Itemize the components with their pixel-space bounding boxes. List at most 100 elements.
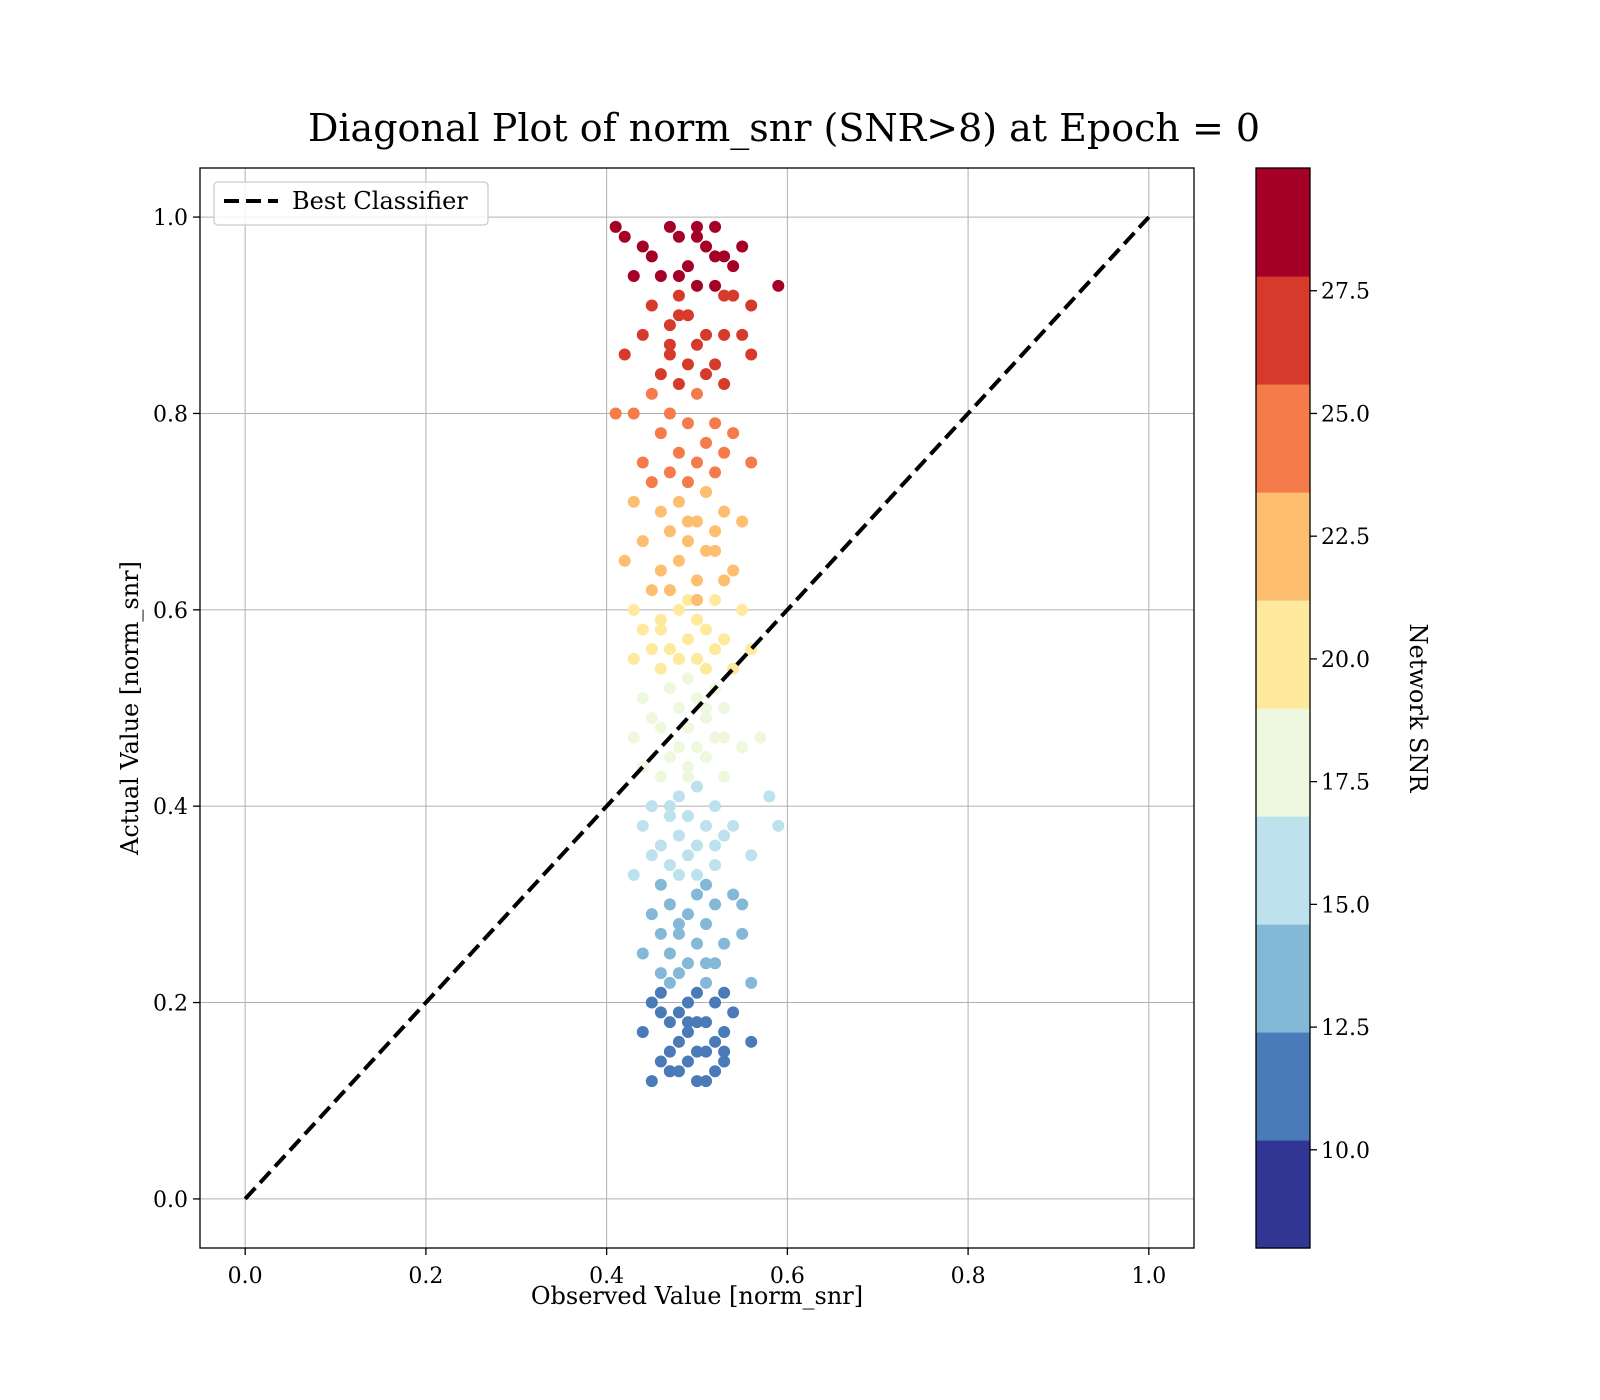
- scatter-point: [681, 672, 694, 685]
- scatter-point: [672, 868, 685, 881]
- scatter-point: [681, 535, 694, 548]
- scatter-point: [709, 957, 722, 970]
- scatter-point: [672, 446, 685, 459]
- scatter-point: [709, 417, 722, 430]
- x-tick-label: 0.8: [951, 1264, 986, 1289]
- scatter-point: [654, 368, 667, 381]
- scatter-point: [700, 328, 713, 341]
- scatter-point: [672, 554, 685, 567]
- scatter-point: [700, 1016, 713, 1029]
- scatter-point: [718, 829, 731, 842]
- scatter-point: [736, 741, 749, 754]
- scatter-point: [618, 554, 631, 567]
- scatter-point: [727, 564, 740, 577]
- scatter-point: [727, 888, 740, 901]
- scatter-point: [654, 927, 667, 940]
- scatter-point: [681, 957, 694, 970]
- scatter-point: [636, 456, 649, 469]
- scatter-point: [609, 407, 622, 420]
- scatter-point: [672, 495, 685, 508]
- scatter-point: [681, 996, 694, 1009]
- scatter-point: [700, 623, 713, 636]
- scatter-point: [691, 338, 703, 351]
- scatter-point: [663, 220, 676, 233]
- scatter-point: [609, 220, 622, 233]
- scatter-point: [727, 1006, 740, 1019]
- scatter-point: [700, 918, 713, 930]
- scatter-point: [736, 898, 749, 911]
- scatter-point: [727, 819, 740, 832]
- scatter-point: [718, 986, 731, 999]
- scatter-point: [654, 878, 667, 891]
- scatter-point: [627, 603, 640, 616]
- scatter-point: [681, 1016, 694, 1029]
- scatter-point: [772, 819, 785, 832]
- scatter-point: [672, 790, 685, 803]
- scatter-point: [718, 289, 731, 302]
- scatter-point: [672, 927, 685, 940]
- scatter-point: [718, 1026, 731, 1038]
- y-tick-label: 0.0: [153, 1188, 188, 1213]
- colorbar-tick-label: 15.0: [1321, 893, 1370, 918]
- scatter-point: [691, 692, 703, 705]
- colorbar-tick-label: 10.0: [1321, 1139, 1370, 1164]
- scatter-point: [672, 829, 685, 842]
- colorbar: [1256, 168, 1310, 1249]
- scatter-point: [745, 1035, 758, 1048]
- colorbar-segment: [1256, 708, 1310, 817]
- scatter-point: [691, 1045, 703, 1058]
- scatter-point: [745, 849, 758, 862]
- scatter-point: [663, 947, 676, 960]
- scatter-point: [709, 358, 722, 371]
- scatter-point: [736, 240, 749, 253]
- scatter-point: [663, 751, 676, 764]
- scatter-point: [681, 260, 694, 273]
- scatter-point: [691, 868, 703, 881]
- scatter-point: [727, 260, 740, 273]
- scatter-point: [672, 230, 685, 243]
- scatter-point: [700, 1045, 713, 1058]
- scatter-point: [718, 633, 731, 646]
- scatter-point: [618, 348, 631, 361]
- colorbar-tick-label: 22.5: [1321, 525, 1370, 550]
- scatter-points: [609, 220, 785, 1088]
- scatter-point: [772, 279, 785, 292]
- scatter-point: [681, 309, 694, 322]
- scatter-point: [645, 849, 658, 862]
- scatter-point: [654, 505, 667, 518]
- scatter-point: [618, 230, 631, 243]
- scatter-point: [672, 289, 685, 302]
- scatter-point: [718, 505, 731, 518]
- colorbar-segment: [1256, 384, 1310, 493]
- scatter-point: [709, 643, 722, 656]
- scatter-point: [718, 574, 731, 587]
- colorbar-segment: [1256, 168, 1310, 277]
- colorbar-segment: [1256, 1032, 1310, 1141]
- scatter-point: [691, 986, 703, 999]
- scatter-point: [700, 819, 713, 832]
- scatter-point: [691, 839, 703, 852]
- scatter-point: [736, 603, 749, 616]
- x-axis-label: Observed Value [norm_snr]: [531, 1282, 863, 1310]
- x-tick-label: 0.2: [408, 1264, 443, 1289]
- scatter-point: [709, 1065, 722, 1078]
- scatter-point: [654, 662, 667, 675]
- scatter-point: [663, 1065, 676, 1078]
- scatter-point: [636, 947, 649, 960]
- scatter-point: [654, 623, 667, 636]
- best-classifier-line: [243, 215, 1151, 1201]
- colorbar-label: Network SNR: [1404, 624, 1432, 794]
- scatter-point: [700, 486, 713, 498]
- scatter-point: [691, 387, 703, 400]
- scatter-point: [672, 652, 685, 665]
- scatter-point: [627, 731, 640, 744]
- scatter-point: [700, 976, 713, 989]
- scatter-point: [691, 780, 703, 793]
- scatter-point: [681, 849, 694, 862]
- scatter-point: [709, 996, 722, 1009]
- scatter-point: [663, 800, 676, 813]
- scatter-point: [709, 466, 722, 479]
- x-tick-label: 0.4: [589, 1264, 624, 1289]
- y-tick-label: 1.0: [153, 206, 188, 231]
- scatter-point: [672, 378, 685, 390]
